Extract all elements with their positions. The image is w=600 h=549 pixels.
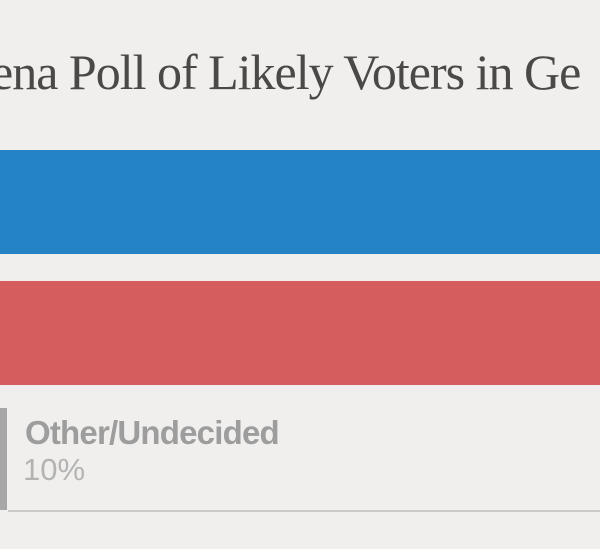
bar-label-other-undecided: Other/Undecided: [25, 414, 280, 451]
bar-blue: [0, 150, 600, 254]
chart-title: ena Poll of Likely Voters in Ge: [0, 44, 581, 100]
bar-value-other-undecided: 10%: [23, 452, 86, 487]
row-divider: [8, 510, 600, 512]
bar-other-undecided: [0, 408, 7, 510]
bar-red: [0, 281, 600, 385]
